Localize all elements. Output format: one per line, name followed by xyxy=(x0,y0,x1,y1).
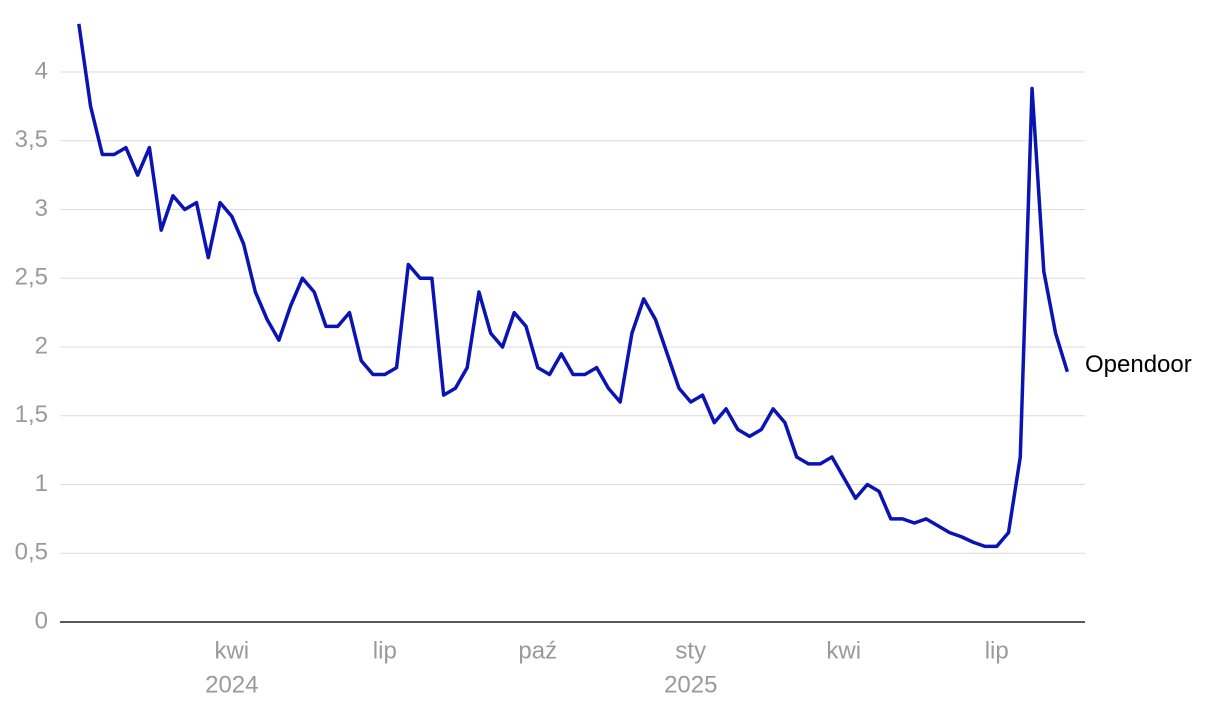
series-label: Opendoor xyxy=(1085,351,1192,378)
x-tick-label: lip xyxy=(373,637,397,664)
x-tick-label: lip xyxy=(985,637,1009,664)
y-tick-label: 1 xyxy=(35,470,48,497)
x-tick-label: sty xyxy=(675,637,706,664)
x-tick-label: kwi xyxy=(826,637,861,664)
y-tick-label: 2 xyxy=(35,332,48,359)
x-tick-label: paź xyxy=(518,637,557,664)
x-year-label: 2024 xyxy=(205,671,258,698)
line xyxy=(77,23,1070,549)
x-year-label: 2025 xyxy=(664,671,717,698)
x-tick-label: kwi xyxy=(214,637,249,664)
y-tick-label: 2,5 xyxy=(15,264,48,291)
y-tick-label: 0,5 xyxy=(15,539,48,566)
y-tick-label: 3 xyxy=(35,195,48,222)
y-tick-label: 3,5 xyxy=(15,126,48,153)
y-tick-label: 1,5 xyxy=(15,401,48,428)
y-tick-label: 0 xyxy=(35,607,48,634)
y-tick-label: 4 xyxy=(35,57,48,84)
